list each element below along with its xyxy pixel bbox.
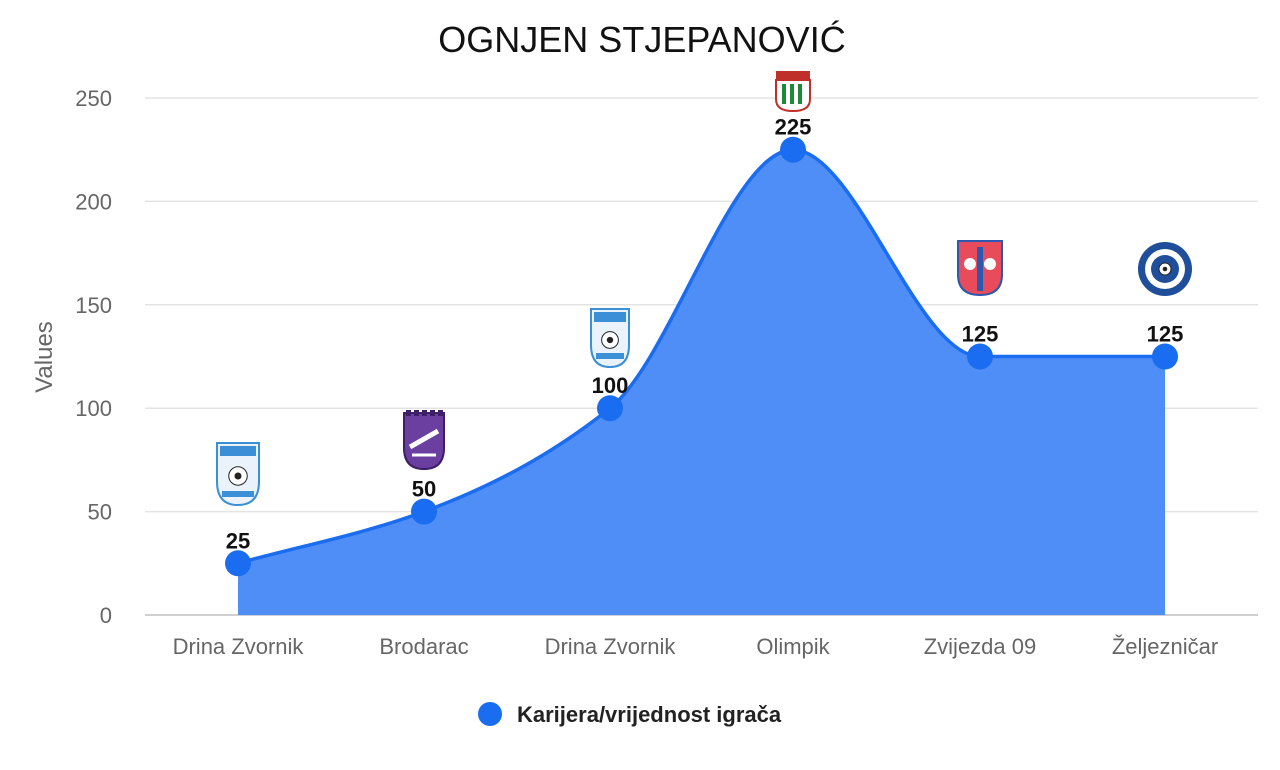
y-tick-label: 150 xyxy=(75,293,112,318)
data-label: 25 xyxy=(226,528,250,553)
x-axis-ticks: Drina Zvornik Brodarac Drina Zvornik Olimpi… xyxy=(173,634,1219,659)
club-logos xyxy=(216,71,1192,507)
olimpik-crest-icon xyxy=(775,71,811,113)
drina-zvornik-crest-icon xyxy=(216,442,260,507)
data-label: 125 xyxy=(1147,322,1184,347)
data-point[interactable] xyxy=(780,136,806,163)
x-tick-label: Zvijezda 09 xyxy=(924,634,1037,659)
legend-label: Karijera/vrijednost igrača xyxy=(517,702,782,727)
y-axis-ticks: 0 50 100 150 200 250 xyxy=(75,86,112,628)
data-point[interactable] xyxy=(225,550,251,577)
brodarac-crest-icon xyxy=(403,410,445,471)
y-tick-label: 100 xyxy=(75,396,112,421)
x-tick-label: Drina Zvornik xyxy=(173,634,305,659)
zeljeznicar-crest-icon xyxy=(1138,242,1192,296)
chart-title: OGNJEN STJEPANOVIĆ xyxy=(438,19,845,60)
data-label: 125 xyxy=(962,322,999,347)
zvijezda-09-crest-icon xyxy=(957,240,1003,297)
area-layer xyxy=(237,147,1165,615)
data-labels: 25 50 100 225 125 125 xyxy=(226,115,1184,554)
data-point[interactable] xyxy=(1152,343,1178,370)
data-label: 100 xyxy=(592,373,629,398)
legend-marker xyxy=(478,702,502,726)
x-tick-label: Brodarac xyxy=(379,634,468,659)
y-tick-label: 50 xyxy=(88,500,112,525)
x-tick-label: Drina Zvornik xyxy=(545,634,677,659)
data-points xyxy=(225,136,1178,577)
legend[interactable]: Karijera/vrijednost igrača xyxy=(478,702,782,727)
drina-zvornik-crest-icon xyxy=(590,308,630,369)
y-tick-label: 0 xyxy=(100,603,112,628)
data-point[interactable] xyxy=(967,343,993,370)
data-label: 50 xyxy=(412,477,436,502)
y-axis-label: Values xyxy=(31,321,58,393)
data-label: 225 xyxy=(775,115,812,140)
y-tick-label: 200 xyxy=(75,189,112,214)
y-tick-label: 250 xyxy=(75,86,112,111)
data-point[interactable] xyxy=(597,395,623,422)
data-point[interactable] xyxy=(411,498,437,525)
series-area xyxy=(238,149,1165,615)
x-tick-label: Olimpik xyxy=(756,634,830,659)
x-tick-label: Željezničar xyxy=(1112,634,1218,659)
